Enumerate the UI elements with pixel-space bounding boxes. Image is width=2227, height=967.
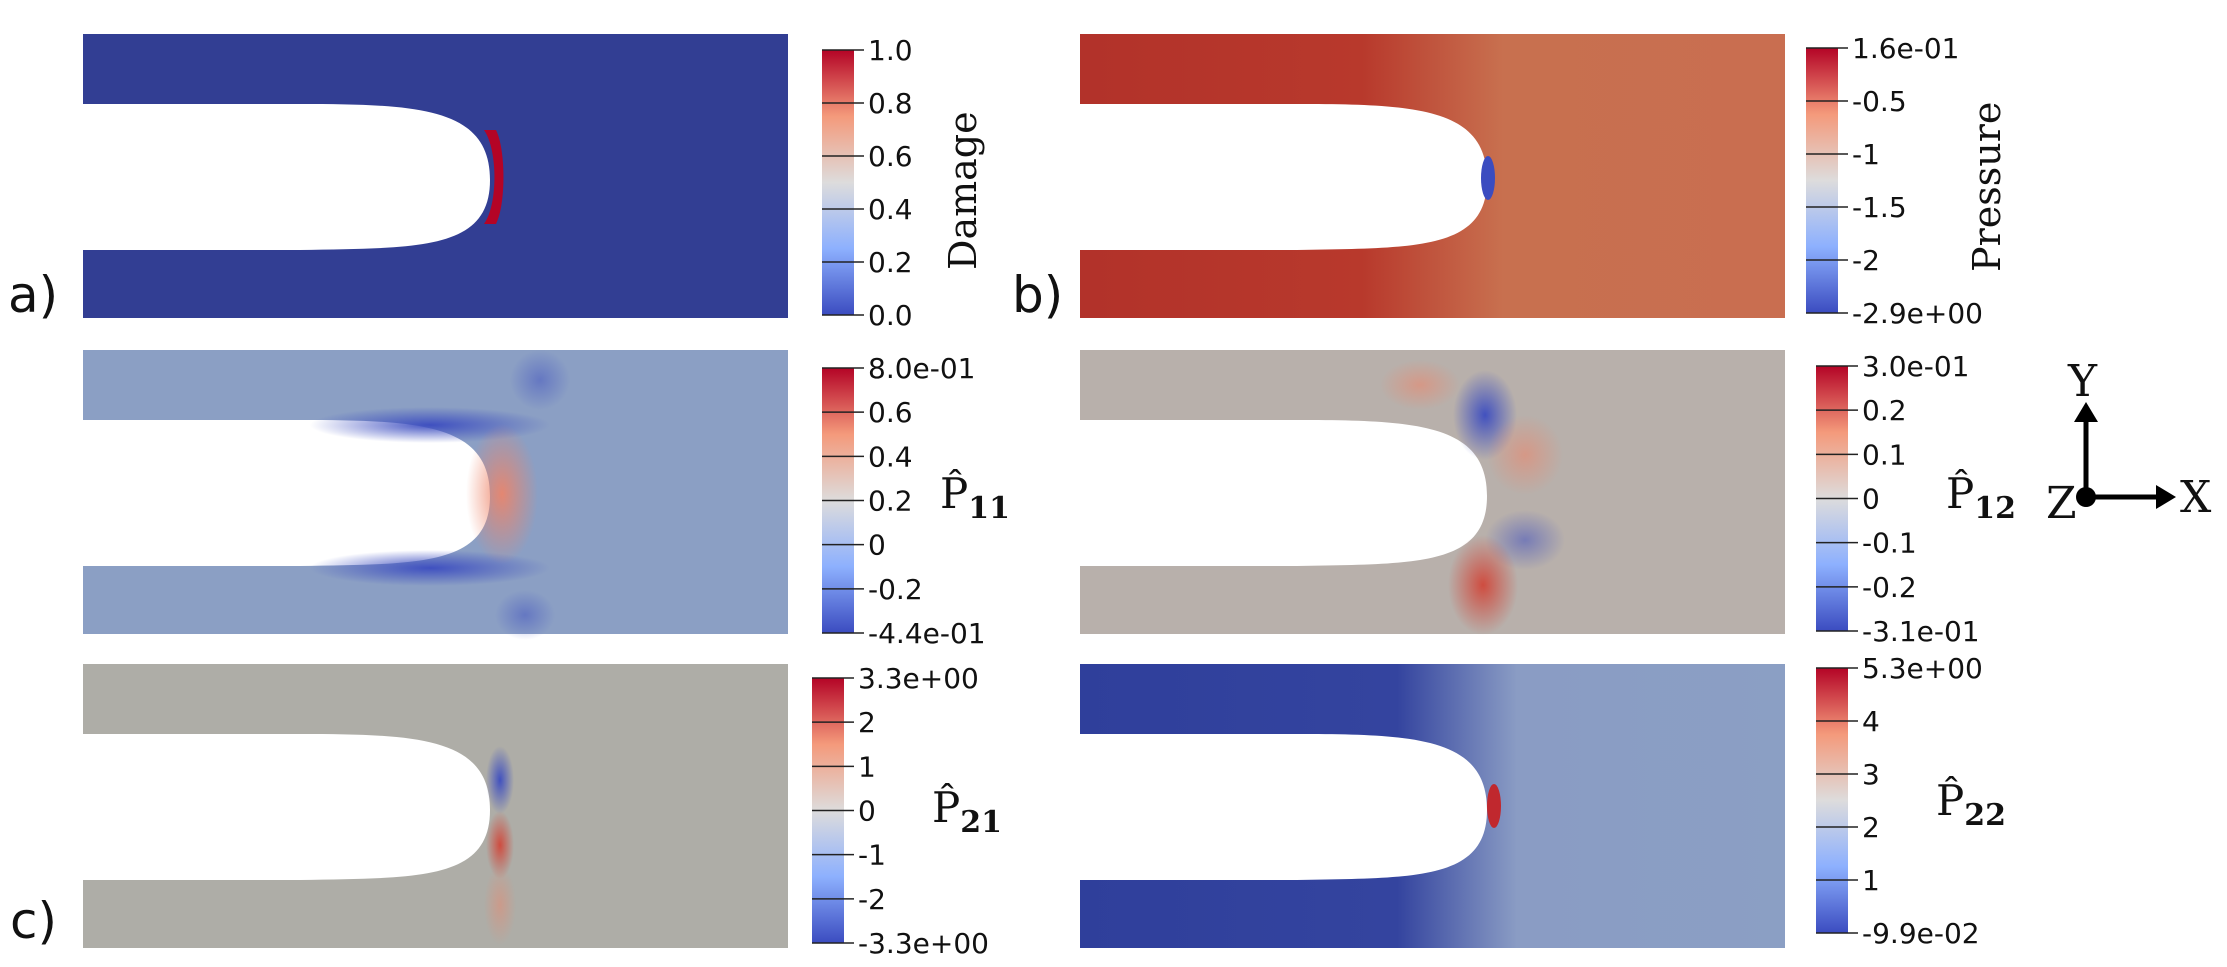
colorbar-tick-label: -3.1e-01	[1862, 615, 1980, 648]
damage-colorbar-ticks: 1.0 0.8 0.6 0.4 0.2 0.0	[822, 34, 913, 332]
p11-field	[83, 350, 788, 634]
colorbar-tick-label: 0	[868, 529, 886, 562]
axis-label-z: Z	[2046, 478, 2077, 529]
colorbar-tick-label: 0.6	[868, 140, 913, 173]
colorbar-tick-label: 0.1	[1862, 438, 1907, 471]
colorbar-tick-label: 3.0e-01	[1862, 350, 1970, 383]
colorbar-tick-label: 2	[1862, 811, 1880, 844]
p21-panel: 3.3e+00 2 1 0 -1 -2 -3.3e+00 P̂21	[83, 662, 1002, 960]
colorbar-tick-label: -1.5	[1852, 191, 1907, 224]
damage-crack	[484, 130, 504, 224]
colorbar-tick-label: -0.2	[1862, 571, 1917, 604]
axes-triad: Y X Z	[2046, 356, 2212, 529]
p21-blue-tip	[486, 746, 514, 814]
p12-red-top	[1380, 360, 1460, 410]
colorbar-tick-label: 0.2	[868, 485, 913, 518]
damage-colorbar-title: Damage	[941, 111, 985, 270]
p21-colorbar-ticks: 3.3e+00 2 1 0 -1 -2 -3.3e+00	[812, 662, 989, 960]
p22-colorbar-ticks: 5.3e+00 4 3 2 1 -9.9e-02	[1816, 652, 1983, 950]
panel-label-a: a)	[8, 266, 58, 324]
pressure-panel: 1.6e-01 -0.5 -1 -1.5 -2 -2.9e+00 Pressure	[1080, 32, 2009, 330]
panel-label-c: c)	[10, 892, 57, 950]
colorbar-tick-label: -0.1	[1862, 527, 1917, 560]
p21-orange-trail	[484, 865, 516, 945]
p11-label: P̂11	[940, 467, 1010, 526]
colorbar-tick-label: 5.3e+00	[1862, 652, 1983, 685]
colorbar-tick-label: 3	[1862, 758, 1880, 791]
colorbar-tick-label: 2	[858, 706, 876, 739]
axis-label-y: Y	[2067, 356, 2098, 407]
colorbar-tick-label: 4	[1862, 705, 1880, 738]
p12-colorbar-ticks: 3.0e-01 0.2 0.1 0 -0.1 -0.2 -3.1e-01	[1816, 350, 1980, 648]
p22-field	[1080, 664, 1785, 948]
colorbar-tick-label: 0.8	[868, 87, 913, 120]
colorbar-tick-label: -9.9e-02	[1862, 917, 1980, 950]
colorbar-tick-label: 0	[1862, 483, 1880, 516]
colorbar-tick-label: 1	[858, 750, 876, 783]
pressure-colorbar	[1806, 48, 1838, 313]
x-arrow-head	[2156, 485, 2176, 509]
p21-label: P̂21	[932, 781, 1002, 840]
p22-colorbar	[1816, 668, 1848, 933]
p12-panel: 3.0e-01 0.2 0.1 0 -0.1 -0.2 -3.1e-01 P̂12	[1080, 350, 2016, 648]
colorbar-tick-label: 0.0	[868, 299, 913, 332]
pressure-tip-spot	[1481, 156, 1495, 200]
colorbar-tick-label: -1	[858, 839, 886, 872]
colorbar-tick-label: 0.2	[868, 246, 913, 279]
colorbar-tick-label: 8.0e-01	[868, 352, 976, 385]
colorbar-tick-label: -0.5	[1852, 85, 1907, 118]
p21-field	[83, 664, 788, 948]
p22-label: P̂22	[1936, 774, 2006, 833]
colorbar-tick-label: 1.6e-01	[1852, 32, 1960, 65]
colorbar-tick-label: 0.4	[868, 440, 913, 473]
pressure-colorbar-ticks: 1.6e-01 -0.5 -1 -1.5 -2 -2.9e+00	[1806, 32, 1983, 330]
origin-dot	[2076, 487, 2096, 507]
colorbar-tick-label: 3.3e+00	[858, 662, 979, 695]
colorbar-tick-label: 0.4	[868, 193, 913, 226]
p21-red-tip	[486, 811, 514, 879]
p11-blue-scatter	[510, 350, 570, 410]
colorbar-tick-label: -2	[858, 883, 886, 916]
pressure-colorbar-title: Pressure	[1965, 102, 2009, 272]
panel-label-b: b)	[1012, 266, 1063, 324]
colorbar-tick-label: 1.0	[868, 34, 913, 67]
pressure-field	[1080, 34, 1785, 318]
axis-label-x: X	[2180, 472, 2212, 523]
p11-red-tip	[466, 424, 538, 564]
colorbar-tick-label: 0.2	[1862, 394, 1907, 427]
p12-orange-right	[1487, 415, 1563, 495]
colorbar-tick-label: -3.3e+00	[858, 927, 989, 960]
damage-panel: 1.0 0.8 0.6 0.4 0.2 0.0 Damage	[83, 34, 985, 332]
p22-red-tip	[1487, 784, 1501, 828]
p11-panel: 8.0e-01 0.6 0.4 0.2 0 -0.2 -4.4e-01 P̂11	[83, 350, 1010, 650]
colorbar-tick-label: -0.2	[868, 573, 923, 606]
colorbar-tick-label: 0	[858, 795, 876, 828]
p12-red-bottom	[1448, 535, 1518, 635]
colorbar-tick-label: 1	[1862, 864, 1880, 897]
colorbar-tick-label: -2	[1852, 244, 1880, 277]
colorbar-tick-label: 0.6	[868, 396, 913, 429]
colorbar-tick-label: -2.9e+00	[1852, 297, 1983, 330]
damage-field	[83, 34, 788, 318]
p11-colorbar-ticks: 8.0e-01 0.6 0.4 0.2 0 -0.2 -4.4e-01	[822, 352, 986, 650]
damage-colorbar	[822, 50, 854, 315]
p12-label: P̂12	[1946, 467, 2016, 526]
colorbar-tick-label: -4.4e-01	[868, 617, 986, 650]
p12-field	[1080, 350, 1785, 634]
colorbar-tick-label: -1	[1852, 138, 1880, 171]
y-arrow-head	[2074, 402, 2098, 422]
p11-blue-scatter	[495, 590, 555, 640]
p22-panel: 5.3e+00 4 3 2 1 -9.9e-02 P̂22	[1080, 652, 2006, 950]
